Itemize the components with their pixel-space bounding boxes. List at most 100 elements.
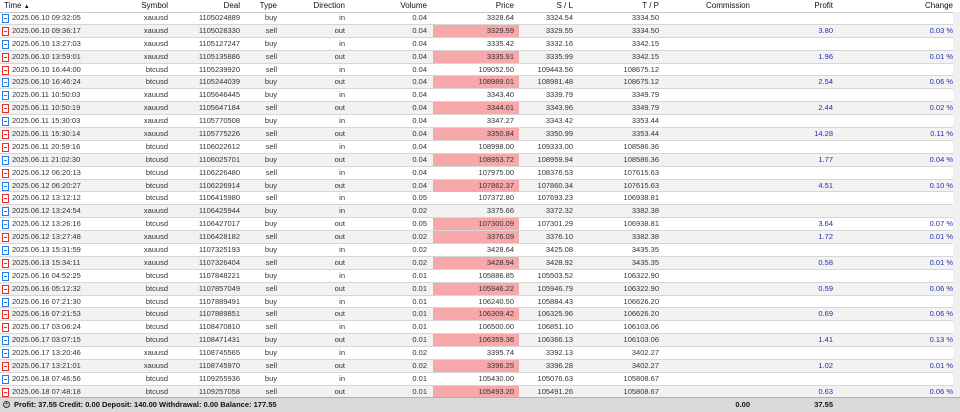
table-row[interactable]: 2025.06.12 13:27:48 xauusd 1106428182 sell o… [0,231,960,245]
cell-profit: 0.63 [818,386,833,396]
cell-volume: 0.04 [412,64,427,74]
table-row[interactable]: 2025.06.11 15:30:14 xauusd 1105775226 sell o… [0,128,960,141]
cell-symbol: btcusd [145,77,168,87]
cell-time: 2025.06.12 06:20:13 [12,167,81,177]
cell-change: 0.01 % [929,232,953,242]
cell-type: buy [264,219,277,229]
cell-time: 2025.06.10 13:59:01 [12,51,81,61]
cell-tp: 3334.50 [631,13,659,22]
cell-volume: 0.01 [412,270,427,280]
header-volume[interactable]: Volume [400,1,427,10]
header-deal[interactable]: Deal [223,1,240,10]
table-row[interactable]: 2025.06.11 21:02:30 btcusd 1106025701 buy ou… [0,153,960,167]
cell-change [890,12,953,24]
table-row[interactable]: 2025.06.17 03:07:15 btcusd 1108471431 buy ou… [0,334,960,348]
cell-time: 2025.06.11 15:30:03 [12,116,81,126]
plus-circle-icon[interactable]: + [3,401,10,408]
table-row[interactable]: 2025.06.12 13:12:12 btcusd 1106415980 sell i… [0,192,960,206]
table-row[interactable]: 2025.06.11 10:50:03 xauusd 1105646445 buy in… [0,89,960,103]
cell-type: buy [264,245,277,255]
cell-deal: 1106428182 [198,232,240,242]
table-header: Time ▲ Symbol Deal Type Direction Volume… [0,0,960,13]
cell-time: 2025.06.12 13:24:54 [12,206,81,216]
table-row[interactable]: 2025.06.10 13:27:03 xauusd 1105127247 buy in… [0,38,960,51]
header-sl[interactable]: S / L [556,1,573,10]
table-row[interactable]: 2025.06.10 13:59:01 xauusd 1105135886 sell o… [0,50,960,64]
cell-deal: 1105770508 [198,116,240,126]
cell-tp: 3353.44 [631,129,659,139]
table-row[interactable]: 2025.06.18 07:46:56 btcusd 1109255936 buy in… [0,373,960,386]
cell-profit [780,167,833,179]
cell-volume: 0.04 [412,129,427,139]
cell-symbol: btcusd [145,322,168,332]
cell-tp: 106103.06 [623,335,659,345]
table-row[interactable]: 2025.06.10 09:36:17 xauusd 1105028330 sell o… [0,24,960,38]
header-change[interactable]: Change [924,1,953,10]
cell-time: 2025.06.16 07:21:30 [12,296,81,306]
cell-tp: 3342.15 [631,38,659,48]
cell-time: 2025.06.17 03:07:15 [12,335,81,345]
table-row[interactable]: 2025.06.11 10:50:19 xauusd 1105647184 sell o… [0,102,960,116]
cell-direction: out [334,129,345,139]
cell-sl: 105503.52 [537,270,573,280]
cell-direction: in [339,322,345,332]
price-highlight [433,308,519,321]
header-tp[interactable]: T / P [642,1,659,10]
table-row[interactable]: 2025.06.12 06:20:13 btcusd 1106226480 sell i… [0,167,960,180]
vertical-scrollbar[interactable] [953,12,960,397]
cell-volume: 0.02 [412,245,427,255]
table-row[interactable]: 2025.06.13 15:34:11 xauusd 1107326404 sell o… [0,256,960,270]
cell-volume: 0.02 [412,232,427,242]
cell-time: 2025.06.10 13:27:03 [12,38,81,48]
cell-deal: 1105647184 [198,103,240,113]
cell-profit [780,270,833,282]
table-row[interactable]: 2025.06.10 09:32:05 xauusd 1105024889 buy in… [0,12,960,25]
table-row[interactable]: 2025.06.11 20:59:16 btcusd 1106022612 sell i… [0,141,960,154]
table-row[interactable]: 2025.06.17 03:06:24 btcusd 1108470810 sell i… [0,321,960,335]
header-type[interactable]: Type [259,1,277,10]
table-row[interactable]: 2025.06.17 13:20:46 xauusd 1108745565 buy in… [0,347,960,361]
cell-time: 2025.06.11 10:50:19 [12,103,81,113]
table-row[interactable]: 2025.06.12 13:26:16 btcusd 1106427017 buy ou… [0,218,960,232]
buy-deal-icon [2,336,9,346]
table-row[interactable]: 2025.06.12 13:24:54 xauusd 1106425944 buy in… [0,205,960,219]
header-price[interactable]: Price [495,1,514,10]
sell-deal-icon [2,362,9,372]
table-row[interactable]: 2025.06.10 16:44:00 btcusd 1105239920 sell i… [0,64,960,77]
cell-price: 105886.85 [478,270,514,280]
table-row[interactable]: 2025.06.17 13:21:01 xauusd 1108745970 sell o… [0,360,960,373]
cell-price: 3376.09 [486,232,514,242]
header-time[interactable]: Time ▲ [4,1,30,10]
cell-tp: 3382.38 [631,232,659,242]
cell-price: 3396.25 [486,361,514,371]
cell-time: 2025.06.12 13:27:48 [12,232,81,242]
cell-time: 2025.06.13 15:34:11 [12,257,81,267]
cell-direction: out [334,232,345,242]
table-row[interactable]: 2025.06.11 15:30:03 xauusd 1105770508 buy in… [0,115,960,129]
cell-symbol: xauusd [143,348,168,358]
table-row[interactable]: 2025.06.16 04:52:25 btcusd 1107848221 buy in… [0,270,960,283]
header-symbol[interactable]: Symbol [141,1,168,10]
header-direction[interactable]: Direction [313,1,345,10]
cell-profit: 1.02 [818,361,833,371]
cell-change [890,38,953,50]
sell-deal-icon [2,258,9,268]
header-commission[interactable]: Commission [705,1,750,10]
header-profit[interactable]: Profit [814,1,833,10]
table-row[interactable]: 2025.06.13 15:31:59 xauusd 1107325193 buy in… [0,244,960,257]
table-row[interactable]: 2025.06.12 06:20:27 btcusd 1106226914 buy ou… [0,179,960,193]
buy-deal-icon [2,155,9,165]
sell-deal-icon [2,26,9,36]
table-row[interactable]: 2025.06.10 16:46:24 btcusd 1105244039 buy ou… [0,76,960,90]
table-row[interactable]: 2025.06.16 07:21:53 btcusd 1107889851 sell o… [0,308,960,322]
table-row[interactable]: 2025.06.16 07:21:30 btcusd 1107889491 buy in… [0,296,960,309]
cell-tp: 107615.63 [623,167,659,177]
cell-change: 0.06 % [929,309,953,319]
cell-volume: 0.01 [412,335,427,345]
cell-direction: in [339,13,345,22]
cell-profit [780,192,833,204]
cell-price: 108953.72 [478,154,514,164]
cell-change [890,321,953,333]
table-row[interactable]: 2025.06.16 05:12:32 btcusd 1107857049 sell o… [0,282,960,296]
cell-direction: in [339,373,345,383]
